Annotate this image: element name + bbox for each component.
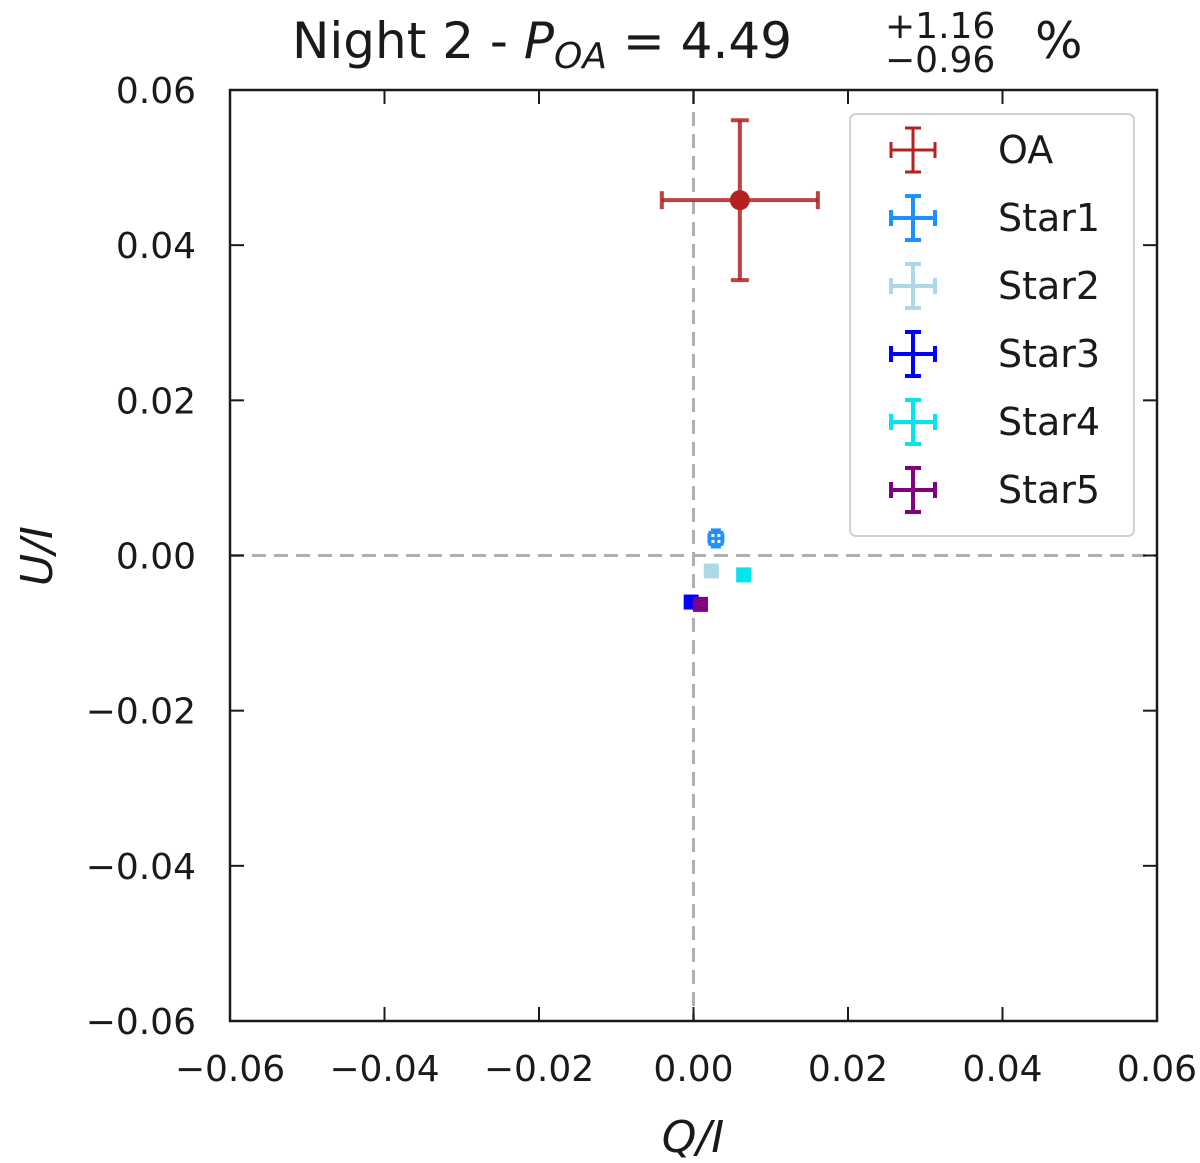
- x-tick-label: 0.04: [962, 1049, 1042, 1090]
- series-star1: [707, 528, 725, 549]
- x-tick-label: −0.02: [484, 1049, 594, 1090]
- title-err-plus: +1.16: [885, 6, 995, 47]
- legend-item-star3: Star3: [889, 330, 1100, 378]
- star1-marker: [708, 530, 724, 546]
- legend: OA Star1 Star2 Star3 Star4 Star5: [849, 113, 1135, 537]
- x-tick-label: −0.04: [329, 1049, 439, 1090]
- title-symbol: P: [524, 12, 555, 70]
- title-prefix: Night 2 -: [292, 12, 524, 70]
- legend-label-star5: Star5: [998, 468, 1100, 512]
- legend-label-star1: Star1: [998, 196, 1100, 240]
- legend-label-oa: OA: [998, 128, 1053, 172]
- x-axis-label: Q/I: [662, 1112, 724, 1163]
- legend-label-star3: Star3: [998, 332, 1100, 376]
- y-tick-label: 0.04: [116, 226, 196, 267]
- legend-label-star2: Star2: [998, 264, 1100, 308]
- y-tick-label: 0.02: [116, 381, 196, 422]
- data-points: [659, 118, 820, 612]
- y-tick-label: −0.02: [86, 692, 196, 733]
- y-tick-label: 0.06: [116, 71, 196, 112]
- reference-lines: [230, 90, 1157, 1021]
- title-err-minus: −0.96: [885, 40, 995, 81]
- x-tick-label: −0.06: [175, 1049, 285, 1090]
- x-tick-label: 0.00: [653, 1049, 733, 1090]
- star2-marker: [703, 563, 719, 579]
- legend-label-star4: Star4: [998, 400, 1100, 444]
- legend-item-oa: OA: [889, 126, 1053, 174]
- legend-item-star2: Star2: [889, 262, 1100, 310]
- title-symbol-sub: OA: [554, 36, 607, 77]
- legend-item-star4: Star4: [889, 398, 1100, 446]
- x-tick-label: 0.02: [808, 1049, 888, 1090]
- star5-marker: [692, 596, 708, 612]
- title-suffix: %: [1035, 12, 1083, 70]
- star4-marker: [736, 567, 752, 583]
- y-tick-label: −0.04: [86, 847, 196, 888]
- series-star4: [736, 567, 752, 583]
- legend-item-star1: Star1: [889, 194, 1100, 242]
- y-tick-label: −0.06: [86, 1002, 196, 1043]
- legend-item-star5: Star5: [889, 466, 1100, 514]
- x-tick-label: 0.06: [1117, 1049, 1197, 1090]
- chart-title: Night 2 - POA = 4.49: [292, 12, 792, 77]
- plot-frame: [228, 88, 1159, 1023]
- series-star5: [692, 596, 708, 612]
- y-tick-label: 0.00: [116, 537, 196, 578]
- series-star2: [703, 563, 719, 579]
- series-oa: [659, 118, 820, 283]
- y-axis-label: U/I: [12, 526, 63, 586]
- axis-ticks: −0.06 −0.04 −0.02 0.00 0.02 0.04 0.06 −0.06 −0.0…: [86, 71, 1197, 1090]
- oa-marker: [729, 190, 750, 211]
- title-equals: = 4.49: [607, 12, 792, 70]
